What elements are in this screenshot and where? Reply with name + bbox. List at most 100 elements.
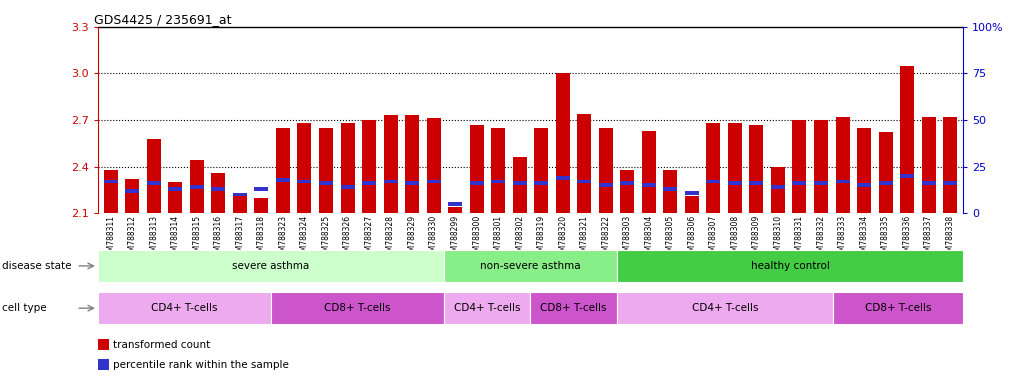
Bar [276, 178, 289, 182]
Bar [943, 117, 957, 213]
Bar [444, 250, 617, 282]
Bar [577, 114, 591, 213]
Bar [598, 128, 613, 213]
Bar [190, 161, 204, 213]
Bar [900, 174, 914, 178]
Bar [922, 181, 935, 185]
Bar [857, 128, 871, 213]
Bar [879, 181, 893, 185]
Bar [728, 181, 742, 185]
Text: cell type: cell type [2, 303, 46, 313]
Bar [168, 182, 182, 213]
Bar [276, 128, 289, 213]
Bar [405, 181, 419, 185]
Bar [707, 123, 720, 213]
Bar [383, 115, 398, 213]
Bar [750, 125, 763, 213]
Bar [233, 192, 247, 197]
Bar [530, 292, 617, 324]
Text: disease state: disease state [2, 261, 71, 271]
Bar [426, 118, 441, 213]
Bar [513, 157, 526, 213]
Bar [491, 179, 505, 184]
Bar [685, 196, 699, 213]
Bar [835, 117, 850, 213]
Bar [448, 202, 462, 206]
Bar [922, 117, 935, 213]
Text: CD4+ T-cells: CD4+ T-cells [151, 303, 217, 313]
Text: CD4+ T-cells: CD4+ T-cells [454, 303, 520, 313]
Text: CD8+ T-cells: CD8+ T-cells [324, 303, 390, 313]
Bar [833, 292, 963, 324]
Bar [470, 125, 484, 213]
Bar [271, 292, 444, 324]
Bar [126, 179, 139, 213]
Bar [620, 181, 634, 185]
Bar [362, 120, 376, 213]
Bar [98, 292, 271, 324]
Bar [814, 181, 828, 185]
Bar [126, 189, 139, 193]
Bar [598, 183, 613, 187]
Bar [771, 167, 785, 213]
Bar [254, 187, 269, 191]
Text: percentile rank within the sample: percentile rank within the sample [113, 360, 289, 370]
Bar [835, 179, 850, 184]
Bar [771, 185, 785, 189]
Bar [556, 176, 570, 180]
Bar [190, 185, 204, 189]
Bar [405, 115, 419, 213]
Text: CD8+ T-cells: CD8+ T-cells [865, 303, 931, 313]
Bar [168, 187, 182, 191]
Bar [298, 123, 311, 213]
Bar [147, 181, 161, 185]
Bar [663, 187, 678, 191]
Bar [535, 128, 548, 213]
Text: non-severe asthma: non-severe asthma [480, 261, 581, 271]
Bar [943, 181, 957, 185]
Bar [211, 173, 226, 213]
Bar [383, 179, 398, 184]
Bar [814, 120, 828, 213]
Bar [444, 292, 530, 324]
Bar [792, 120, 806, 213]
Text: CD8+ T-cells: CD8+ T-cells [541, 303, 607, 313]
Bar [233, 194, 247, 213]
Bar [513, 181, 526, 185]
Bar [491, 128, 505, 213]
Bar [341, 123, 354, 213]
Bar [254, 198, 269, 213]
Bar [728, 123, 742, 213]
Bar [617, 292, 833, 324]
Bar [577, 179, 591, 184]
Bar [642, 183, 656, 187]
Bar [707, 179, 720, 184]
Bar [104, 179, 117, 184]
Bar [319, 128, 333, 213]
Bar [448, 207, 462, 213]
Bar [642, 131, 656, 213]
Bar [98, 250, 444, 282]
Bar [556, 73, 570, 213]
Bar [900, 66, 914, 213]
Bar [879, 132, 893, 213]
Bar [470, 181, 484, 185]
Bar [535, 181, 548, 185]
Text: healthy control: healthy control [751, 261, 829, 271]
Text: CD4+ T-cells: CD4+ T-cells [692, 303, 758, 313]
Bar [663, 170, 678, 213]
Bar [147, 139, 161, 213]
Bar [298, 179, 311, 184]
Bar [857, 183, 871, 187]
Bar [319, 181, 333, 185]
Bar [341, 185, 354, 189]
Bar [211, 187, 226, 191]
Bar [750, 181, 763, 185]
Text: GDS4425 / 235691_at: GDS4425 / 235691_at [94, 13, 231, 26]
Bar [792, 181, 806, 185]
Bar [620, 170, 634, 213]
Bar [98, 359, 109, 370]
Bar [362, 181, 376, 185]
Bar [426, 179, 441, 184]
Bar [98, 339, 109, 350]
